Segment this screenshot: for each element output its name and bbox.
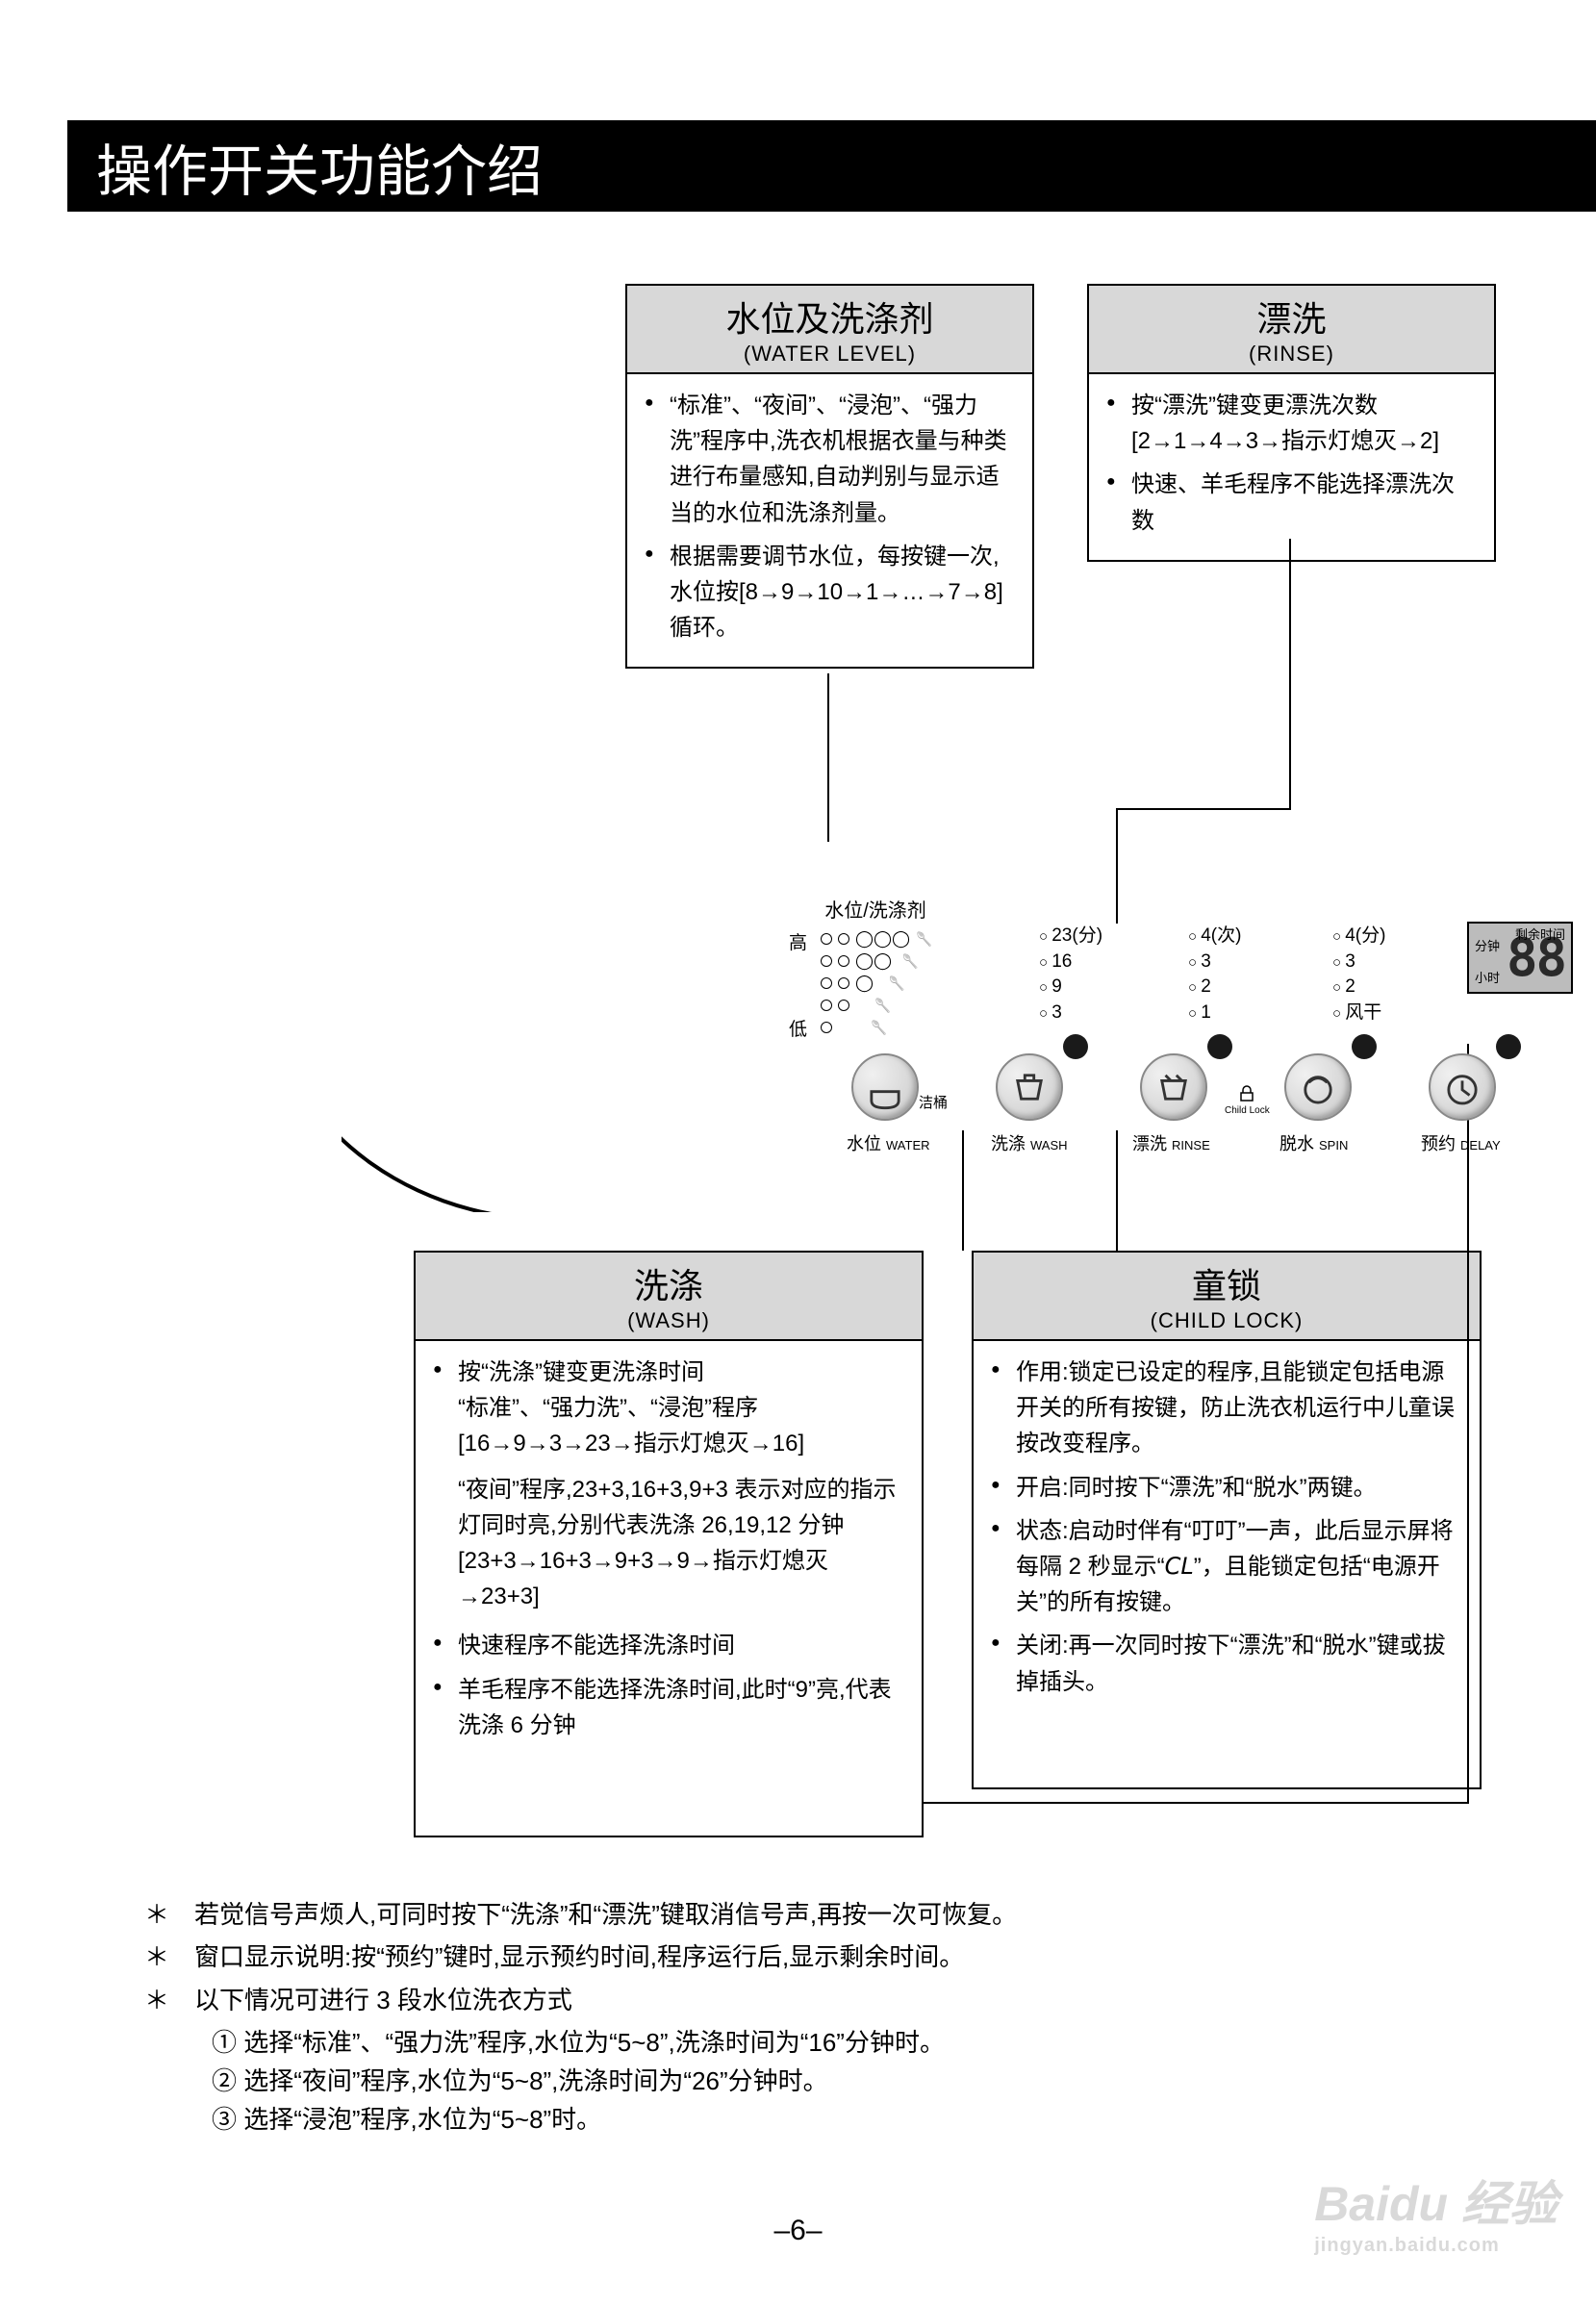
callout-item: 快速程序不能选择洗涤时间 [433,1628,904,1663]
callout-title-cn: 洗涤 [416,1258,922,1308]
leader-line [1289,539,1291,808]
display-label-hr: 小时 [1475,971,1500,986]
option: 2 [1188,975,1241,1001]
button-dot [1496,1034,1521,1059]
option: 23(分) [1039,924,1102,950]
child-lock-icon: Child Lock [1225,1085,1270,1116]
button-dot [1352,1034,1377,1059]
wash-button[interactable] [996,1053,1063,1121]
spin-button-label: 脱水 SPIN [1279,1130,1348,1155]
callout-body: 按“漂洗”键变更漂洗次数[2→1→4→3→指示灯熄灭→2] 快速、羊毛程序不能选… [1089,374,1494,560]
note: 窗口显示说明:按“预约”键时,显示预约时间,程序运行后,显示剩余时间。 [194,1938,964,1976]
option: 3 [1188,950,1241,975]
callout-title-en: (CHILD LOCK) [974,1308,1480,1333]
option: 9 [1039,975,1102,1001]
wash-time-options: 23(分) 16 9 3 [1039,924,1102,1026]
time-display: 剩余时间 分钟 小时 88 [1467,922,1573,994]
page-title: 操作开关功能介绍 [96,126,543,207]
spin-button[interactable] [1284,1053,1352,1121]
wash-button-label: 洗涤 WASH [991,1130,1068,1155]
callout-header: 漂洗 (RINSE) [1089,286,1494,374]
option: 风干 [1332,1001,1385,1026]
callout-title-cn: 水位及洗涤剂 [627,291,1032,342]
callout-body: 作用:锁定已设定的程序,且能锁定包括电源开关的所有按键，防止洗衣机运行中儿童误按… [974,1341,1480,1721]
display-label-min: 分钟 [1475,939,1500,954]
rinse-button[interactable] [1140,1053,1207,1121]
callout-item: 按“漂洗”键变更漂洗次数[2→1→4→3→指示灯熄灭→2] [1106,388,1477,459]
watermark-url: jingyan.baidu.com [1314,2235,1558,2257]
delay-button-label: 预约 DELAY [1421,1130,1501,1155]
note: 若觉信号声烦人,可同时按下“洗涤”和“漂洗”键取消信号声,再按一次可恢复。 [194,1895,1017,1934]
watermark-brand: Baidu 经验 [1314,2177,1558,2231]
callout-child-lock: 童锁 (CHILD LOCK) 作用:锁定已设定的程序,且能锁定包括电源开关的所… [972,1251,1482,1789]
display-label-top: 剩余时间 [1515,927,1565,943]
callout-plain-text: “夜间”程序,23+3,16+3,9+3 表示对应的指示灯同时亮,分别代表洗涤 … [433,1472,904,1615]
callout-item: 根据需要调节水位，每按键一次,水位按[8→9→10→1→…→7→8]循环。 [645,539,1015,646]
footer-notes: ＊ 若觉信号声烦人,可同时按下“洗涤”和“漂洗”键取消信号声,再按一次可恢复。 ＊… [144,1895,1452,2140]
callout-water-level: 水位及洗涤剂 (WATER LEVEL) “标准”、“夜间”、“浸泡”、“强力洗… [625,284,1034,669]
callout-header: 水位及洗涤剂 (WATER LEVEL) [627,286,1032,374]
callout-title-en: (WASH) [416,1308,922,1333]
asterisk: ＊ [144,1938,169,1976]
callout-item: 羊毛程序不能选择洗涤时间,此时“9”亮,代表洗涤 6 分钟 [433,1672,904,1743]
callout-title-en: (WATER LEVEL) [627,342,1032,367]
sub-note: ② 选择“夜间”程序,水位为“5~8”,洗涤时间为“26”分钟时。 [144,2062,1452,2100]
callout-header: 童锁 (CHILD LOCK) [974,1253,1480,1341]
water-level-button[interactable] [851,1053,919,1121]
leader-line [924,1802,1469,1804]
water-level-button-label: 水位 WATER [847,1130,930,1155]
option: 4(次) [1188,924,1241,950]
option: 3 [1039,1001,1102,1026]
callout-header: 洗涤 (WASH) [416,1253,922,1341]
button-dot [1207,1034,1232,1059]
callout-item: 关闭:再一次同时按下“漂洗”和“脱水”键或拔掉插头。 [991,1628,1462,1699]
water-level-leds: ◯◯◯🥄 ◯◯ 🥄 ◯ 🥄 🥄 🥄 [821,926,933,1040]
callout-title-en: (RINSE) [1089,342,1494,367]
control-panel: 水位/洗涤剂 高 低 ◯◯◯🥄 ◯◯ 🥄 ◯ 🥄 🥄 🥄 23(分) 16 9 … [342,798,1596,1212]
page-title-bar: 操作开关功能介绍 [67,120,1596,212]
callout-rinse: 漂洗 (RINSE) 按“漂洗”键变更漂洗次数[2→1→4→3→指示灯熄灭→2]… [1087,284,1496,562]
callout-wash: 洗涤 (WASH) 按“洗涤”键变更洗涤时间 “标准”、“强力洗”、“浸泡”程序… [414,1251,924,1837]
spin-time-options: 4(分) 3 2 风干 [1332,924,1385,1026]
level-low-label: 低 [789,1015,807,1041]
option: 3 [1332,950,1385,975]
button-dot [1063,1034,1088,1059]
callout-body: “标准”、“夜间”、“浸泡”、“强力洗”程序中,洗衣机根据衣量与种类进行布量感知… [627,374,1032,667]
sub-note: ① 选择“标准”、“强力洗”程序,水位为“5~8”,洗涤时间为“16”分钟时。 [144,2023,1452,2062]
option: 1 [1188,1001,1241,1026]
panel-outline [342,798,649,1212]
option: 16 [1039,950,1102,975]
sub-note: ③ 选择“浸泡”程序,水位为“5~8”时。 [144,2100,1452,2139]
callout-title-cn: 童锁 [974,1258,1480,1308]
callout-body: 按“洗涤”键变更洗涤时间 “标准”、“强力洗”、“浸泡”程序 [16→9→3→2… [416,1341,922,1764]
option: 2 [1332,975,1385,1001]
rinse-count-options: 4(次) 3 2 1 [1188,924,1241,1026]
callout-item: 快速、羊毛程序不能选择漂洗次数 [1106,467,1477,538]
callout-item: 作用:锁定已设定的程序,且能锁定包括电源开关的所有按键，防止洗衣机运行中儿童误按… [991,1355,1462,1462]
delay-button[interactable] [1429,1053,1496,1121]
clean-tub-label: 洁桶 [919,1092,948,1112]
callout-title-cn: 漂洗 [1089,291,1494,342]
callout-item: 按“洗涤”键变更洗涤时间 “标准”、“强力洗”、“浸泡”程序 [16→9→3→2… [433,1355,904,1462]
callout-item: 开启:同时按下“漂洗”和“脱水”两键。 [991,1470,1462,1506]
asterisk: ＊ [144,1981,169,2019]
rinse-button-label: 漂洗 RINSE [1132,1130,1210,1155]
option: 4(分) [1332,924,1385,950]
water-level-header: 水位/洗涤剂 [803,895,948,923]
callout-item: 状态:启动时伴有“叮叮”一声，此后显示屏将每隔 2 秒显示“𝘊𝘓”，且能锁定包括… [991,1513,1462,1621]
note: 以下情况可进行 3 段水位洗衣方式 [194,1981,572,2019]
asterisk: ＊ [144,1895,169,1934]
baidu-watermark: Baidu 经验 jingyan.baidu.com [1314,2166,1558,2257]
level-high-label: 高 [789,928,807,954]
callout-item: “标准”、“夜间”、“浸泡”、“强力洗”程序中,洗衣机根据衣量与种类进行布量感知… [645,388,1015,531]
